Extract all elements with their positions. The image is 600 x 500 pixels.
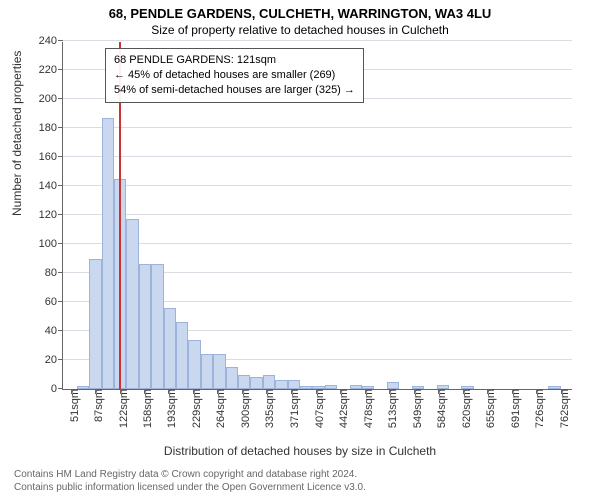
histogram-plot: 02040608010012014016018020022024051sqm87… <box>62 42 572 390</box>
y-tick-label: 200 <box>39 93 63 105</box>
y-tick-label: 0 <box>51 383 63 395</box>
gridline <box>63 243 572 244</box>
y-tick-label: 60 <box>45 296 63 308</box>
y-tick-mark <box>58 98 63 99</box>
y-tick-label: 240 <box>39 35 63 47</box>
x-tick-label: 478sqm <box>361 389 375 428</box>
x-tick-label: 762sqm <box>557 389 571 428</box>
x-tick-label: 442sqm <box>336 389 350 428</box>
footer-line-1: Contains HM Land Registry data © Crown c… <box>14 468 366 481</box>
x-tick-label: 193sqm <box>164 389 178 428</box>
y-tick-label: 180 <box>39 122 63 134</box>
x-tick-label: 726sqm <box>532 389 546 428</box>
histogram-bar <box>263 375 275 390</box>
x-tick-label: 371sqm <box>287 389 301 428</box>
gridline <box>63 214 572 215</box>
y-tick-mark <box>58 185 63 186</box>
gridline <box>63 185 572 186</box>
x-tick-label: 620sqm <box>459 389 473 428</box>
histogram-bar <box>238 375 250 390</box>
footer-line-2: Contains public information licensed und… <box>14 481 366 494</box>
y-tick-label: 160 <box>39 151 63 163</box>
y-tick-label: 80 <box>45 267 63 279</box>
histogram-bar <box>201 354 213 389</box>
histogram-bar <box>288 380 300 389</box>
histogram-bar <box>164 308 176 389</box>
histogram-bar <box>275 380 287 389</box>
y-tick-label: 120 <box>39 209 63 221</box>
x-tick-label: 407sqm <box>312 389 326 428</box>
histogram-bar <box>89 259 101 390</box>
y-tick-mark <box>58 388 63 389</box>
annotation-line-2: ← 45% of detached houses are smaller (26… <box>114 68 355 83</box>
y-tick-mark <box>58 69 63 70</box>
y-tick-mark <box>58 330 63 331</box>
histogram-bar <box>188 340 200 389</box>
x-tick-label: 335sqm <box>262 389 276 428</box>
gridline <box>63 40 572 41</box>
y-tick-label: 100 <box>39 238 63 250</box>
y-tick-mark <box>58 127 63 128</box>
y-tick-mark <box>58 272 63 273</box>
x-tick-label: 549sqm <box>410 389 424 428</box>
page-subtitle: Size of property relative to detached ho… <box>0 21 600 37</box>
y-tick-label: 220 <box>39 64 63 76</box>
x-tick-label: 158sqm <box>140 389 154 428</box>
y-tick-mark <box>58 214 63 215</box>
annotation-box: 68 PENDLE GARDENS: 121sqm ← 45% of detac… <box>105 48 364 103</box>
y-tick-mark <box>58 359 63 360</box>
histogram-bar <box>226 367 238 389</box>
x-tick-label: 229sqm <box>189 389 203 428</box>
histogram-bar <box>300 386 312 389</box>
footer-credits: Contains HM Land Registry data © Crown c… <box>14 468 366 494</box>
x-tick-label: 122sqm <box>116 389 130 428</box>
y-axis-label: Number of detached properties <box>10 51 24 216</box>
y-tick-mark <box>58 40 63 41</box>
y-tick-mark <box>58 156 63 157</box>
y-tick-label: 140 <box>39 180 63 192</box>
x-axis-label: Distribution of detached houses by size … <box>0 444 600 458</box>
histogram-bar <box>213 354 225 389</box>
histogram-bar <box>102 118 114 389</box>
gridline <box>63 156 572 157</box>
y-tick-label: 20 <box>45 354 63 366</box>
x-tick-label: 584sqm <box>434 389 448 428</box>
histogram-bar <box>139 264 151 389</box>
histogram-bar <box>250 377 262 389</box>
y-tick-label: 40 <box>45 325 63 337</box>
x-tick-label: 655sqm <box>483 389 497 428</box>
x-tick-label: 300sqm <box>238 389 252 428</box>
x-tick-label: 264sqm <box>213 389 227 428</box>
gridline <box>63 127 572 128</box>
x-tick-label: 87sqm <box>91 389 105 422</box>
histogram-bar <box>126 219 138 389</box>
y-tick-mark <box>58 301 63 302</box>
y-tick-mark <box>58 243 63 244</box>
x-tick-label: 513sqm <box>385 389 399 428</box>
annotation-line-3: 54% of semi-detached houses are larger (… <box>114 83 355 98</box>
x-tick-label: 51sqm <box>67 389 81 422</box>
x-tick-label: 691sqm <box>508 389 522 428</box>
histogram-bar <box>176 322 188 389</box>
histogram-bar <box>151 264 163 389</box>
page-title: 68, PENDLE GARDENS, CULCHETH, WARRINGTON… <box>0 0 600 21</box>
annotation-line-1: 68 PENDLE GARDENS: 121sqm <box>114 53 355 68</box>
histogram-bar <box>387 382 399 389</box>
